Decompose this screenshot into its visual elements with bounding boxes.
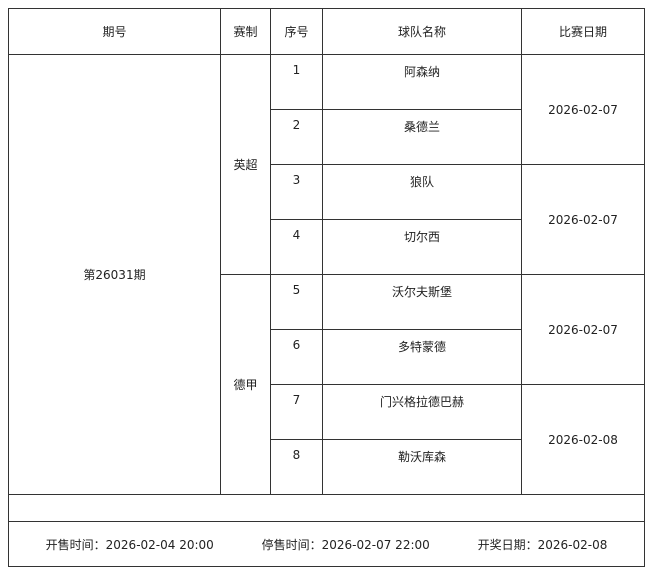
- table-row: 第26031期 英超 1 阿森纳 2026-02-07: [8, 54, 645, 495]
- team-cell: 阿森纳: [322, 54, 522, 110]
- seq-cell: 5: [270, 274, 323, 330]
- date-cell: 2026-02-07: [521, 54, 645, 165]
- seq-cell: 2: [270, 109, 323, 165]
- header-league: 赛制: [220, 8, 271, 55]
- table-row: 6 多特蒙德: [9, 329, 645, 385]
- sale-start: 开售时间：2026-02-04 20:00: [45, 537, 214, 552]
- date-cell: 2026-02-07: [521, 164, 645, 275]
- league-cell: 英超: [220, 54, 271, 275]
- header-date: 比赛日期: [521, 8, 645, 55]
- seq-cell: 3: [270, 164, 323, 220]
- table-row: 3 狼队 2026-02-07: [9, 164, 645, 275]
- seq-cell: 6: [270, 329, 323, 385]
- team-cell: 桑德兰: [322, 109, 522, 165]
- team-cell: 门兴格拉德巴赫: [322, 384, 522, 440]
- seq-cell: 4: [270, 219, 323, 275]
- empty-row: [8, 494, 645, 522]
- league-cell: 德甲: [220, 274, 271, 495]
- table-row: 8 勒沃库森: [9, 439, 645, 495]
- footer-row: 开售时间：2026-02-04 20:00 停售时间：2026-02-07 22…: [8, 521, 645, 567]
- table-row: 德甲 5 沃尔夫斯堡 2026-02-07: [9, 274, 645, 495]
- seq-cell: 1: [270, 54, 323, 110]
- empty-cell: [8, 494, 645, 522]
- team-cell: 勒沃库森: [322, 439, 522, 495]
- seq-cell: 7: [270, 384, 323, 440]
- table-row: 4 切尔西: [9, 219, 645, 275]
- header-team: 球队名称: [322, 8, 522, 55]
- team-cell: 切尔西: [322, 219, 522, 275]
- header-seq: 序号: [270, 8, 323, 55]
- date-cell: 2026-02-07: [521, 274, 645, 385]
- footer-cell: 开售时间：2026-02-04 20:00 停售时间：2026-02-07 22…: [8, 521, 645, 567]
- table-row: 7 门兴格拉德巴赫 2026-02-08: [9, 384, 645, 495]
- issue-cell: 第26031期: [8, 54, 221, 495]
- team-cell: 多特蒙德: [322, 329, 522, 385]
- match-table: 期号 赛制 序号 球队名称 比赛日期 第26031期 英超 1 阿森纳 2026…: [8, 8, 645, 567]
- team-cell: 狼队: [322, 164, 522, 220]
- date-cell: 2026-02-08: [521, 384, 645, 495]
- seq-cell: 8: [270, 439, 323, 495]
- header-issue: 期号: [8, 8, 221, 55]
- sale-stop: 停售时间：2026-02-07 22:00: [261, 537, 430, 552]
- header-row: 期号 赛制 序号 球队名称 比赛日期: [8, 8, 645, 55]
- team-cell: 沃尔夫斯堡: [322, 274, 522, 330]
- draw-date: 开奖日期：2026-02-08: [477, 537, 608, 552]
